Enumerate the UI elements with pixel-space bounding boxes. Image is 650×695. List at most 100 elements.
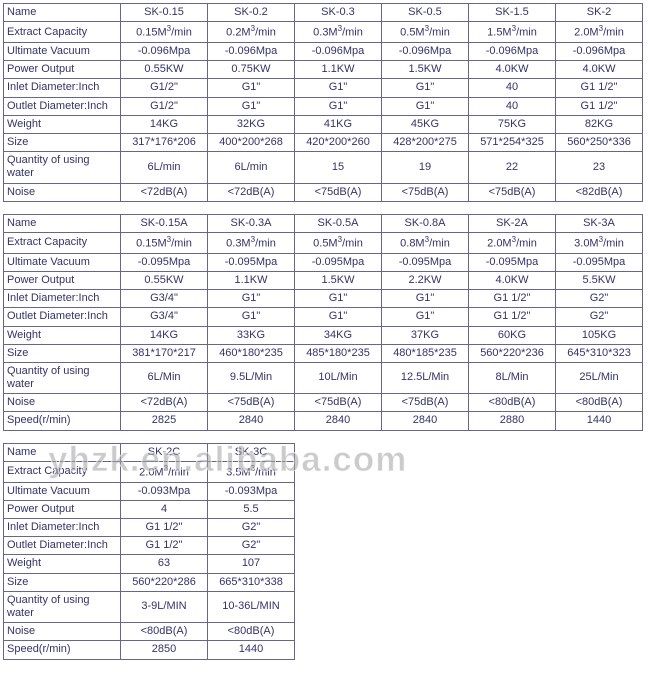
spec-cell: G2" bbox=[556, 290, 643, 308]
spec-cell: G1" bbox=[208, 308, 295, 326]
table-row: NameSK-0.15ASK-0.3ASK-0.5ASK-0.8ASK-2ASK… bbox=[4, 214, 643, 232]
table-row: NameSK-0.15SK-0.2SK-0.3SK-0.5SK-1.5SK-2 bbox=[4, 4, 643, 22]
table-row: Extract Capacity0.15M3/min0.2M3/min0.3M3… bbox=[4, 22, 643, 43]
spec-cell: 0.75KW bbox=[208, 61, 295, 79]
spec-cell: G1" bbox=[295, 79, 382, 97]
table-row: Power Output0.55KW0.75KW1.1KW1.5KW4.0KW4… bbox=[4, 61, 643, 79]
spec-cell: 4.0KW bbox=[469, 61, 556, 79]
spec-cell: <75dB(A) bbox=[208, 394, 295, 412]
row-header: Quantity of using water bbox=[4, 591, 121, 622]
spec-cell: 32KG bbox=[208, 115, 295, 133]
row-header: Noise bbox=[4, 183, 121, 201]
spec-cell: 400*200*268 bbox=[208, 133, 295, 151]
spec-cell: <72dB(A) bbox=[121, 183, 208, 201]
spec-cell: 0.55KW bbox=[121, 271, 208, 289]
row-header: Size bbox=[4, 133, 121, 151]
table-row: Quantity of using water6L/Min9.5L/Min10L… bbox=[4, 362, 643, 393]
spec-cell: 0.3M3/min bbox=[295, 22, 382, 43]
spec-cell: SK-0.2 bbox=[208, 4, 295, 22]
row-header: Inlet Diameter:Inch bbox=[4, 290, 121, 308]
spec-cell: -0.095Mpa bbox=[382, 253, 469, 271]
row-header: Noise bbox=[4, 394, 121, 412]
spec-cell: 665*310*338 bbox=[208, 573, 295, 591]
spec-cell: -0.093Mpa bbox=[121, 482, 208, 500]
row-header: Power Output bbox=[4, 271, 121, 289]
row-header: Speed(r/min) bbox=[4, 412, 121, 430]
spec-cell: <72dB(A) bbox=[208, 183, 295, 201]
spec-cell: SK-2 bbox=[556, 4, 643, 22]
spec-cell: 9.5L/Min bbox=[208, 362, 295, 393]
spec-cell: G1" bbox=[295, 308, 382, 326]
spec-cell: <80dB(A) bbox=[208, 623, 295, 641]
spec-cell: 14KG bbox=[121, 115, 208, 133]
spec-cell: 1.5KW bbox=[382, 61, 469, 79]
spec-cell: 0.5M3/min bbox=[295, 232, 382, 253]
spec-cell: 15 bbox=[295, 152, 382, 183]
row-header: Outlet Diameter:Inch bbox=[4, 308, 121, 326]
table-row: Power Output0.55KW1.1KW1.5KW2.2KW4.0KW5.… bbox=[4, 271, 643, 289]
spec-cell: 5.5 bbox=[208, 500, 295, 518]
spec-cell: G1 1/2" bbox=[556, 79, 643, 97]
spec-cell: 105KG bbox=[556, 326, 643, 344]
spec-cell: G1" bbox=[208, 290, 295, 308]
spec-cell: -0.096Mpa bbox=[469, 43, 556, 61]
row-header: Ultimate Vacuum bbox=[4, 43, 121, 61]
row-header: Weight bbox=[4, 115, 121, 133]
table-row: Inlet Diameter:InchG1 1/2"G2" bbox=[4, 519, 295, 537]
spec-cell: G1" bbox=[382, 308, 469, 326]
spec-cell: G2" bbox=[208, 537, 295, 555]
table-row: Speed(r/min)282528402840284028801440 bbox=[4, 412, 643, 430]
spec-cell: 14KG bbox=[121, 326, 208, 344]
spec-cell: 560*250*336 bbox=[556, 133, 643, 151]
spec-cell: 40 bbox=[469, 79, 556, 97]
row-header: Quantity of using water bbox=[4, 362, 121, 393]
spec-cell: -0.096Mpa bbox=[556, 43, 643, 61]
spec-cell: 1.5KW bbox=[295, 271, 382, 289]
row-header: Power Output bbox=[4, 500, 121, 518]
spec-cell: 37KG bbox=[382, 326, 469, 344]
spec-cell: SK-0.15A bbox=[121, 214, 208, 232]
spec-cell: G3/4" bbox=[121, 308, 208, 326]
spec-cell: SK-2C bbox=[121, 443, 208, 461]
spec-cell: 645*310*323 bbox=[556, 344, 643, 362]
spec-cell: SK-0.5A bbox=[295, 214, 382, 232]
spec-cell: <80dB(A) bbox=[121, 623, 208, 641]
spec-cell: <75dB(A) bbox=[382, 394, 469, 412]
spec-cell: G1 1/2" bbox=[469, 308, 556, 326]
spec-cell: G2" bbox=[556, 308, 643, 326]
spec-cell: 460*180*235 bbox=[208, 344, 295, 362]
spec-cell: 75KG bbox=[469, 115, 556, 133]
spec-cell: SK-0.15 bbox=[121, 4, 208, 22]
row-header: Name bbox=[4, 443, 121, 461]
spec-cell: G1" bbox=[382, 97, 469, 115]
table-row: Ultimate Vacuum-0.093Mpa-0.093Mpa bbox=[4, 482, 295, 500]
table-row: Size381*170*217460*180*235485*180*235480… bbox=[4, 344, 643, 362]
spec-cell: 3.5M3/min bbox=[208, 461, 295, 482]
row-header: Name bbox=[4, 4, 121, 22]
spec-cell: 1440 bbox=[556, 412, 643, 430]
spec-cell: 2.0M3/min bbox=[556, 22, 643, 43]
table-row: Outlet Diameter:InchG3/4"G1"G1"G1"G1 1/2… bbox=[4, 308, 643, 326]
spec-cell: 571*254*325 bbox=[469, 133, 556, 151]
spec-cell: 1.1KW bbox=[208, 271, 295, 289]
table-row: Outlet Diameter:InchG1 1/2"G2" bbox=[4, 537, 295, 555]
row-header: Inlet Diameter:Inch bbox=[4, 519, 121, 537]
spec-cell: 23 bbox=[556, 152, 643, 183]
spec-cell: SK-0.3 bbox=[295, 4, 382, 22]
spec-cell: SK-2A bbox=[469, 214, 556, 232]
spec-cell: 0.15M3/min bbox=[121, 22, 208, 43]
spec-cell: 82KG bbox=[556, 115, 643, 133]
spec-cell: <75dB(A) bbox=[469, 183, 556, 201]
spec-cell: 317*176*206 bbox=[121, 133, 208, 151]
spec-cell: <72dB(A) bbox=[121, 394, 208, 412]
row-header: Ultimate Vacuum bbox=[4, 253, 121, 271]
row-header: Extract Capacity bbox=[4, 232, 121, 253]
spec-cell: -0.096Mpa bbox=[121, 43, 208, 61]
spec-cell: G1 1/2" bbox=[121, 537, 208, 555]
spec-cell: 41KG bbox=[295, 115, 382, 133]
spec-cell: <80dB(A) bbox=[469, 394, 556, 412]
spec-cell: <80dB(A) bbox=[556, 394, 643, 412]
table-row: Quantity of using water6L/min6L/min15192… bbox=[4, 152, 643, 183]
spec-cell: 5.5KW bbox=[556, 271, 643, 289]
spec-tables-container: NameSK-0.15SK-0.2SK-0.3SK-0.5SK-1.5SK-2E… bbox=[3, 3, 647, 660]
